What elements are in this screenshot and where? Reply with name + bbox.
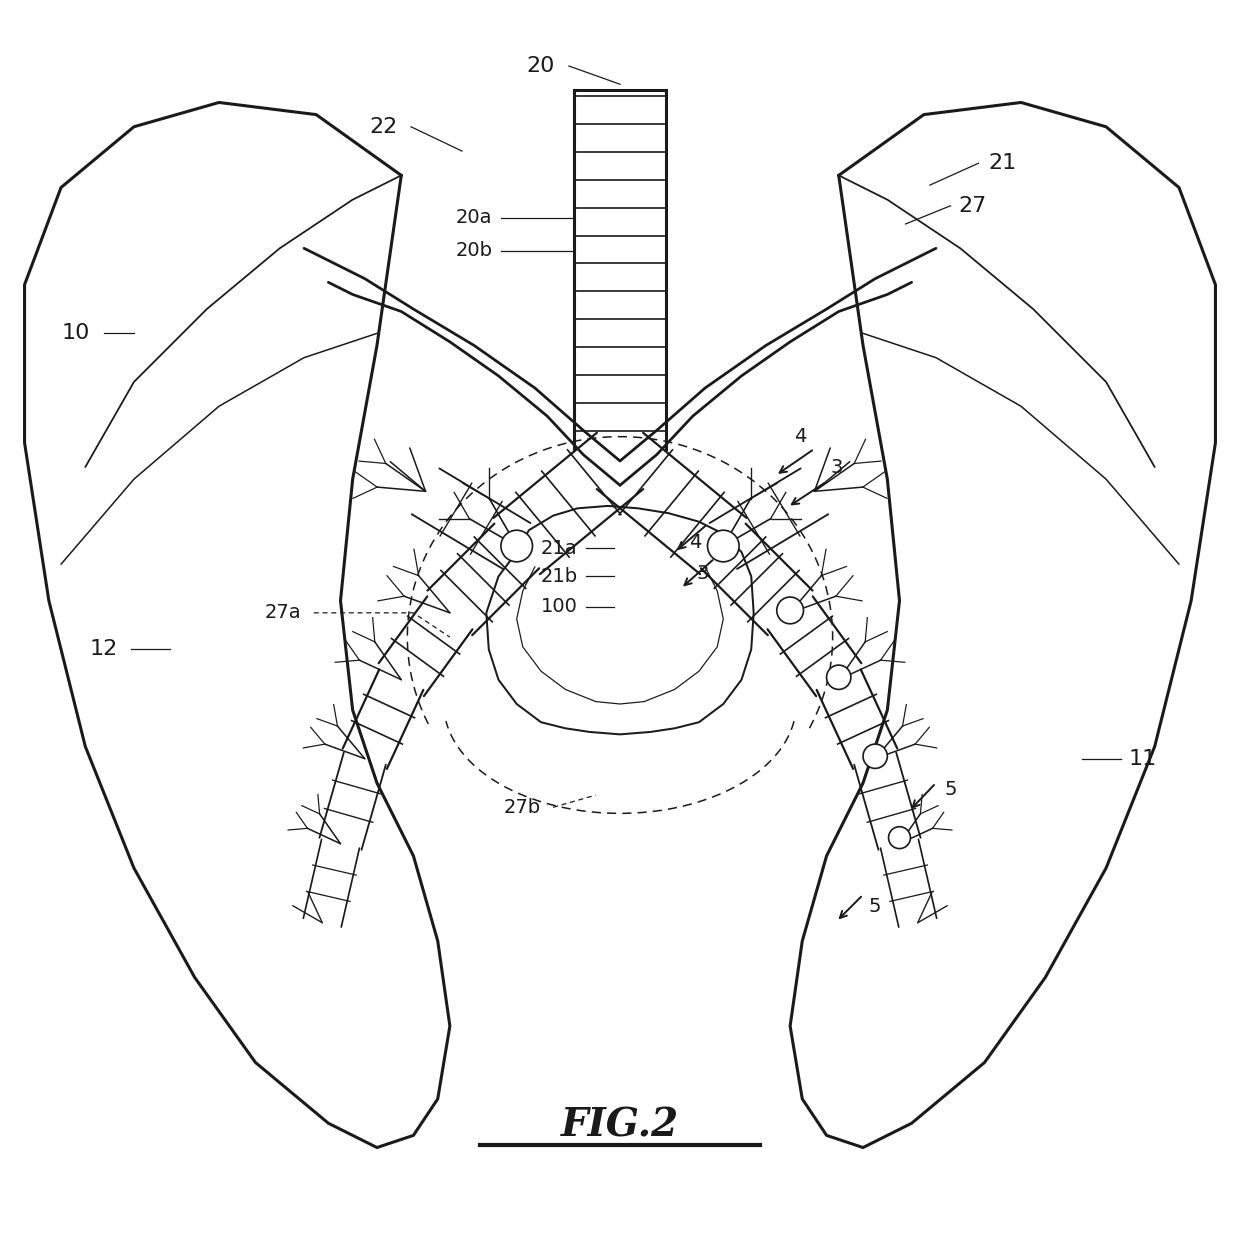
Text: 21b: 21b xyxy=(541,568,578,586)
Text: 27a: 27a xyxy=(265,604,301,622)
Text: 4: 4 xyxy=(794,428,806,446)
Text: 27b: 27b xyxy=(503,798,541,816)
Text: 21a: 21a xyxy=(541,539,578,558)
Text: 22: 22 xyxy=(370,116,397,136)
Text: 5: 5 xyxy=(869,898,882,916)
Text: 100: 100 xyxy=(541,598,578,616)
Circle shape xyxy=(501,530,532,561)
Text: 11: 11 xyxy=(1128,749,1157,769)
Text: 27: 27 xyxy=(959,196,987,216)
Text: 3: 3 xyxy=(697,565,709,584)
Text: 21: 21 xyxy=(988,154,1017,174)
Circle shape xyxy=(889,826,910,849)
Text: 5: 5 xyxy=(945,780,957,799)
Text: 3: 3 xyxy=(830,458,842,476)
Text: 20a: 20a xyxy=(456,209,492,227)
Text: 10: 10 xyxy=(62,324,89,344)
Circle shape xyxy=(827,665,851,690)
Text: 12: 12 xyxy=(89,639,118,659)
Circle shape xyxy=(776,598,804,624)
Circle shape xyxy=(708,530,739,561)
Text: 20b: 20b xyxy=(455,241,492,260)
Circle shape xyxy=(863,744,888,769)
Text: 20: 20 xyxy=(527,56,556,76)
Text: 4: 4 xyxy=(689,532,702,551)
Text: FIG.2: FIG.2 xyxy=(560,1106,680,1145)
